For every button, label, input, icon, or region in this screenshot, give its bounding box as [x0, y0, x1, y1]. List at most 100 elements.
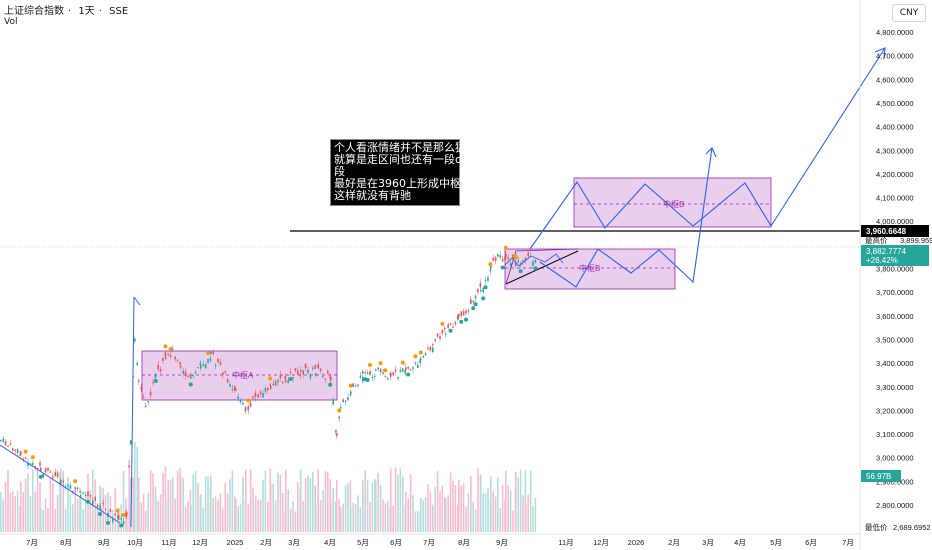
candle-body — [407, 367, 409, 369]
candle-body — [169, 354, 172, 357]
candle-body — [532, 261, 534, 266]
candle-body — [142, 396, 145, 399]
fractal-dot — [503, 245, 508, 250]
candle-body — [347, 397, 349, 401]
candle-body — [262, 393, 264, 398]
interval[interactable]: 1天 — [78, 6, 95, 17]
volume-bar — [501, 484, 504, 532]
candle-body — [104, 508, 107, 511]
volume-bar — [532, 506, 534, 532]
volume-bar — [460, 485, 462, 532]
candle-body — [209, 358, 212, 361]
volume-bar — [390, 468, 392, 532]
candle-body — [217, 358, 219, 363]
volume-bar — [197, 483, 199, 532]
candle-body — [419, 359, 421, 364]
volume-bar — [62, 470, 64, 532]
volume-bar — [76, 498, 79, 532]
volume-bar — [174, 498, 176, 532]
annotation-box[interactable]: 个人看涨情绪并不是那么猛 就算是走区间也还有一段c 段 最好是在3960上形成中… — [330, 139, 469, 206]
candle-body — [379, 369, 382, 373]
volume-bar — [359, 507, 362, 532]
volume-bar — [470, 483, 472, 532]
volume-bar — [362, 487, 364, 532]
candle-body — [527, 252, 529, 257]
volume-legend[interactable]: Vol — [4, 17, 18, 27]
fractal-dot — [288, 377, 293, 382]
volume-bar — [4, 481, 7, 532]
candle-body — [342, 399, 344, 403]
candle-body — [371, 376, 374, 379]
y-tick-label: 3,100.0000 — [876, 430, 914, 439]
candle-body — [462, 311, 465, 316]
candle-body — [157, 364, 159, 370]
volume-bar — [128, 459, 130, 532]
volume-bar — [24, 478, 27, 532]
currency-button[interactable]: CNY — [892, 4, 926, 22]
y-tick-label: 4,600.0000 — [876, 75, 914, 84]
candle-body — [445, 333, 447, 335]
volume-bar — [340, 507, 342, 532]
volume-bar — [190, 504, 192, 532]
candle-body — [387, 378, 389, 380]
candle-body — [126, 512, 128, 516]
candle-body — [235, 388, 237, 391]
candle-body — [210, 351, 212, 354]
volume-bar — [420, 498, 422, 532]
volume-bar — [292, 501, 294, 532]
candle-body — [159, 369, 162, 372]
x-tick-label: 9月 — [98, 538, 110, 547]
candle-body — [80, 495, 82, 497]
volume-bar — [422, 500, 424, 532]
candle-body — [34, 465, 36, 468]
y-tick-label: 3,300.0000 — [876, 383, 914, 392]
volume-bar — [294, 511, 297, 532]
volume-bar — [300, 469, 302, 532]
candle-body — [204, 364, 207, 369]
volume-bar — [439, 490, 441, 532]
volume-bar — [315, 505, 317, 532]
candle-body — [189, 373, 192, 377]
symbol-name[interactable]: 上证综合指数 — [4, 6, 64, 17]
candle-body — [309, 374, 312, 379]
volume-bar — [249, 469, 252, 532]
candle-body — [366, 372, 369, 374]
candle-body — [484, 280, 487, 282]
volume-bar — [14, 496, 16, 532]
candle-body — [36, 468, 39, 470]
volume-bar — [80, 490, 82, 532]
volume-bar — [96, 504, 99, 532]
volume-bar — [487, 488, 489, 532]
y-tick-label: 3,800.0000 — [876, 265, 914, 274]
volume-bar — [477, 468, 479, 532]
volume-bar — [304, 478, 307, 532]
volume-bar — [72, 504, 74, 532]
fractal-dot — [533, 266, 538, 271]
volume-bar — [165, 500, 167, 532]
volume-bar — [447, 495, 449, 532]
candle-body — [122, 520, 125, 525]
candle-body — [138, 380, 140, 382]
volume-bar — [167, 480, 169, 532]
candle-body — [479, 283, 482, 287]
x-tick-label: 10月 — [127, 538, 143, 547]
downtrend-line — [0, 444, 121, 524]
candle-body — [499, 255, 501, 258]
volume-bar — [534, 497, 537, 532]
high-price: 3,899.9594 — [900, 236, 932, 245]
zone-b-future-label: 中枢B — [663, 199, 684, 209]
candle-body — [199, 363, 202, 366]
volume-bar — [162, 472, 164, 532]
volume-bar — [441, 485, 444, 532]
volume-bar — [417, 511, 419, 532]
volume-bar — [200, 494, 202, 532]
volume-bar — [169, 480, 172, 532]
volume-bar — [39, 482, 41, 532]
candle-body — [482, 288, 484, 293]
candle-body — [480, 289, 482, 292]
candle-body — [164, 352, 167, 357]
volume-bar — [366, 479, 369, 532]
candle-body — [62, 480, 64, 482]
y-tick-label: 4,500.0000 — [876, 99, 914, 108]
